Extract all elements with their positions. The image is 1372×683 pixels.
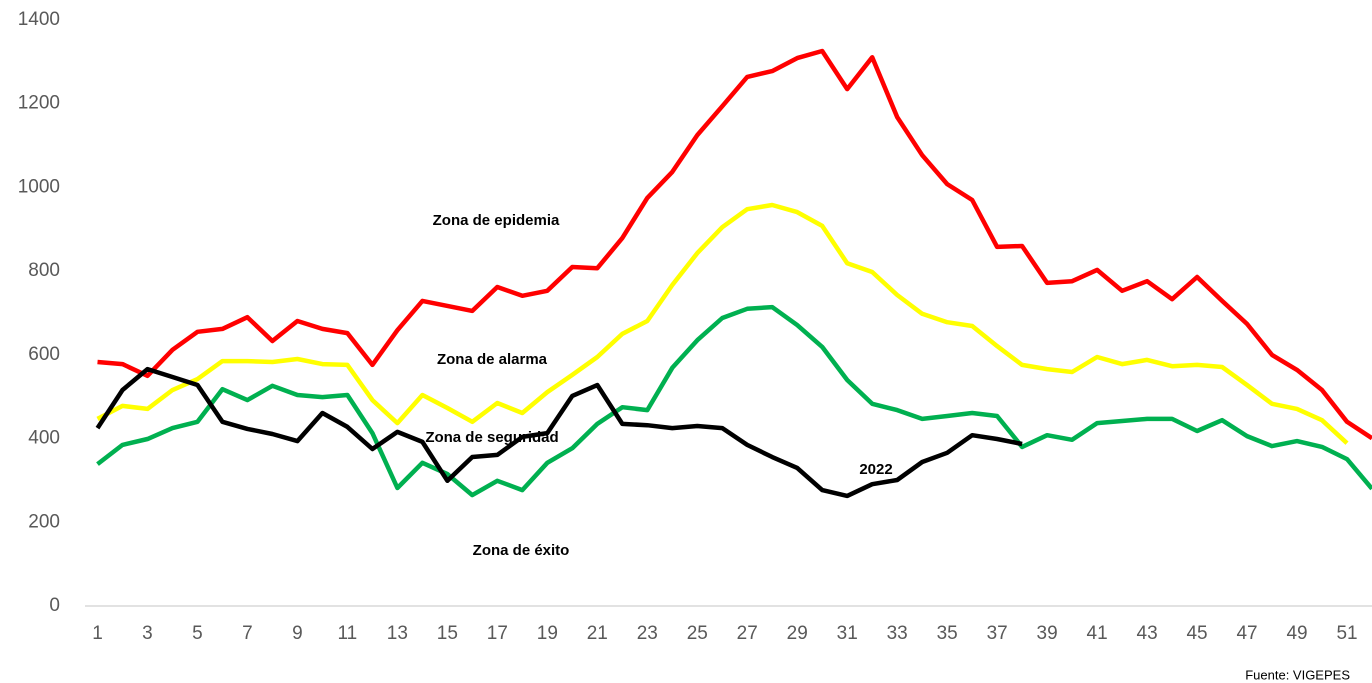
x-tick-label: 35 <box>937 623 958 644</box>
y-tick-label: 600 <box>28 344 60 365</box>
x-tick-label: 15 <box>437 623 458 644</box>
x-tick-label: 29 <box>787 623 808 644</box>
series-line <box>96 304 1372 498</box>
x-tick-label: 9 <box>292 623 303 644</box>
x-tick-label: 33 <box>887 623 908 644</box>
y-tick-label: 400 <box>28 428 60 449</box>
x-tick-label: 37 <box>987 623 1008 644</box>
x-tick-label: 51 <box>1336 623 1357 644</box>
x-tick-label: 1 <box>92 623 103 644</box>
x-tick-label: 19 <box>537 623 558 644</box>
series-line <box>96 202 1349 445</box>
annotation: 2022 <box>859 461 892 478</box>
source: Fuente: VIGEPES <box>1245 667 1350 682</box>
y-tick-label: 0 <box>49 595 60 616</box>
y-tick-label: 1000 <box>18 176 60 197</box>
x-tick-label: 27 <box>737 623 758 644</box>
x-tick-label: 39 <box>1037 623 1058 644</box>
x-tick-label: 25 <box>687 623 708 644</box>
x-tick-label: 21 <box>587 623 608 644</box>
annotation: Zona de seguridad <box>425 429 558 446</box>
x-tick-label: 5 <box>192 623 203 644</box>
x-tick-label: 43 <box>1137 623 1158 644</box>
x-tick-label: 47 <box>1236 623 1257 644</box>
x-tick-label: 41 <box>1087 623 1108 644</box>
annotation: Zona de epidemia <box>433 212 560 229</box>
y-tick-label: 800 <box>28 260 60 281</box>
y-tick-label: 200 <box>28 511 60 532</box>
x-tick-label: 45 <box>1186 623 1207 644</box>
y-tick-label: 1400 <box>18 9 60 30</box>
x-tick-label: 13 <box>387 623 408 644</box>
x-tick-label: 3 <box>142 623 153 644</box>
x-tick-label: 7 <box>242 623 253 644</box>
series-line <box>97 48 1372 441</box>
x-tick-label: 17 <box>487 623 508 644</box>
annotation: Zona de éxito <box>473 542 570 559</box>
x-tick-label: 11 <box>338 623 358 644</box>
annotation: Zona de alarma <box>437 351 548 368</box>
series-line <box>95 366 1023 499</box>
x-tick-label: 23 <box>637 623 658 644</box>
y-tick-label: 1200 <box>18 93 60 114</box>
x-tick-label: 49 <box>1286 623 1307 644</box>
x-tick-label: 31 <box>837 623 858 644</box>
